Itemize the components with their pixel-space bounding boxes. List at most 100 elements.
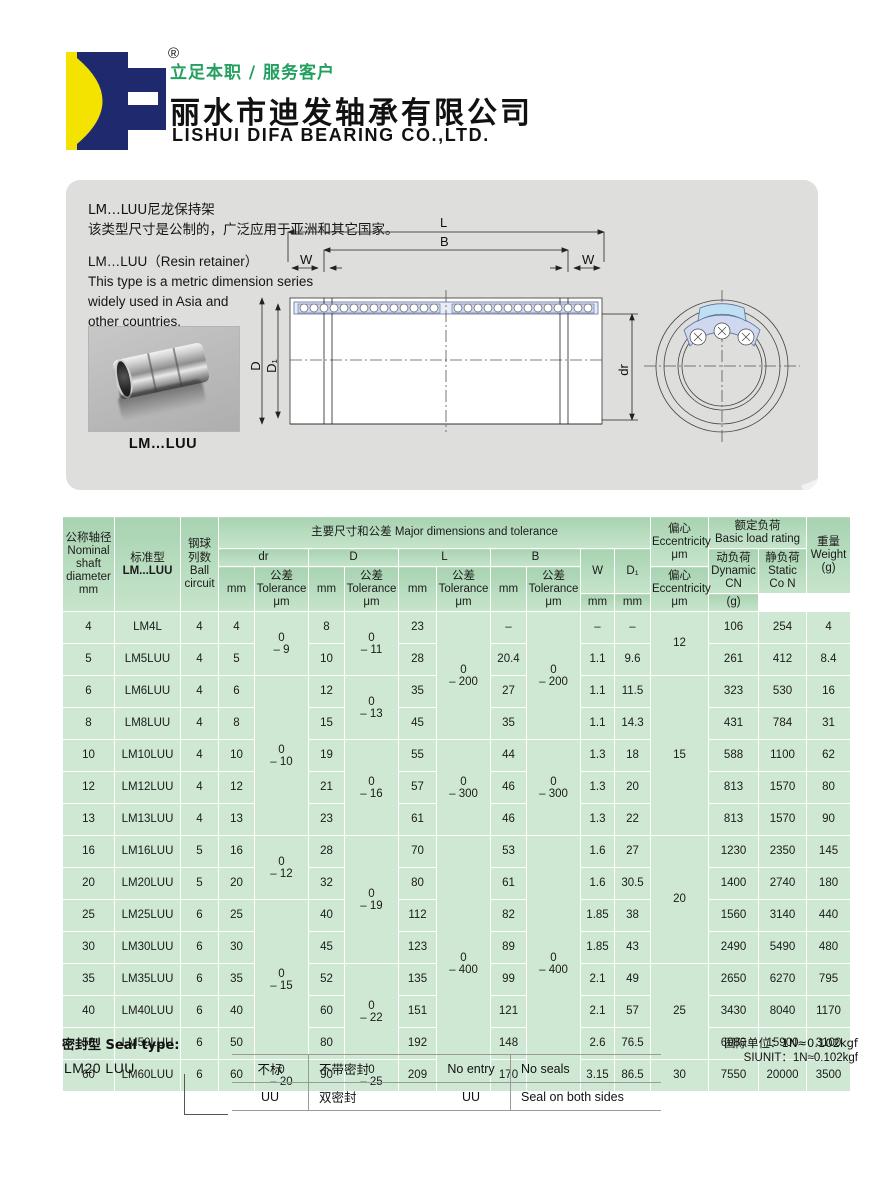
- cell-L-mm: 35: [398, 675, 437, 708]
- cell-W: 1.1: [580, 643, 615, 676]
- th-ball: 钢球 列数 Ball circuit: [180, 516, 219, 612]
- seal-code-cn-2: UU: [232, 1082, 309, 1111]
- dim-label-D1: D₁: [264, 359, 279, 373]
- th-sta-cn: 静负荷: [765, 550, 800, 564]
- cell-B-tolerance: 0– 300: [526, 739, 581, 836]
- cell-W: 1.1: [580, 707, 615, 740]
- desc-en-title: LM…LUU（Resin retainer）: [88, 254, 259, 269]
- th-D1: D₁: [613, 548, 652, 594]
- cell-L-mm: 57: [398, 771, 437, 804]
- cell-D1: 57: [613, 995, 652, 1028]
- th-L-tol: 公差 Tolerance μm: [436, 566, 491, 612]
- th-load-en: Basic load rating: [715, 533, 801, 545]
- table-row: 5 LM5LUU 4 5 10 28 20.4 1.1 9.6 261 412 8.4: [62, 643, 852, 676]
- cell-static-load: 20000: [758, 1059, 808, 1092]
- cell-static-load: 1570: [758, 771, 808, 804]
- th-L-mm: mm: [398, 566, 437, 612]
- cell-ball-circuit: 6: [180, 1027, 219, 1060]
- cell-ball-circuit: 6: [180, 963, 219, 996]
- th-dynamic: 动负荷 Dynamic CN: [708, 548, 760, 594]
- cell-model: LM25LUU: [114, 899, 181, 932]
- cell-model: LM8LUU: [114, 707, 181, 740]
- cell-static-load: 3140: [758, 899, 808, 932]
- cell-D-tolerance: 0– 22: [344, 963, 399, 1060]
- company-logo: [66, 52, 166, 150]
- cell-D1: 38: [613, 899, 652, 932]
- th-ecc-2: 偏心 Eccentricity μm: [650, 566, 711, 612]
- cell-B-mm: 121: [490, 995, 527, 1028]
- seal-desc-cn-1: 不带密封: [308, 1054, 449, 1083]
- seal-code-en-2: UU: [432, 1082, 511, 1111]
- cell-D-mm: 23: [308, 803, 345, 836]
- cell-ball-circuit: 4: [180, 707, 219, 740]
- table-row: 6 LM6LUU 4 6 0– 10 12 0– 13 35 27 1.1 11.5 15 323 530…: [62, 675, 852, 836]
- cell-static-load: 1100: [758, 739, 808, 772]
- cell-eccentricity: 15: [650, 675, 710, 836]
- company-name-cn: 丽水市迪发轴承有限公司: [170, 96, 533, 131]
- seal-row-cn-1: 不标 不带密封: [232, 1054, 449, 1083]
- cell-dr-tolerance: 0– 9: [254, 611, 309, 676]
- cell-D1: 43: [613, 931, 652, 964]
- cell-dynamic-load: 813: [708, 803, 760, 836]
- th-dyn-unit: CN: [725, 578, 742, 590]
- cell-static-load: 5490: [758, 931, 808, 964]
- cell-ball-circuit: 4: [180, 803, 219, 836]
- cell-weight: 180: [806, 867, 852, 900]
- th-ecc-en-2: Eccentricity: [652, 583, 711, 595]
- cell-model: LM30LUU: [114, 931, 181, 964]
- cell-D1: 49: [613, 963, 652, 996]
- cell-B-mm: 46: [490, 771, 527, 804]
- cell-dynamic-load: 2650: [708, 963, 760, 996]
- cell-nominal: 16: [62, 835, 115, 868]
- seal-row-cn-2: UU 双密封: [232, 1082, 449, 1111]
- dim-label-L: L: [440, 215, 447, 230]
- cell-D-tolerance: 0– 16: [344, 739, 399, 836]
- dim-label-dr: dr: [616, 364, 631, 376]
- cell-L-mm: 123: [398, 931, 437, 964]
- cell-weight: 3100: [806, 1027, 852, 1060]
- page-header: ® 立足本职 / 服务客户 丽水市迪发轴承有限公司 LISHUI DIFA BE…: [0, 0, 884, 165]
- cell-dr-tolerance: 0– 15: [254, 899, 309, 1060]
- cell-dr-mm: 16: [218, 835, 255, 868]
- cell-B-mm: 46: [490, 803, 527, 836]
- cell-dynamic-load: 3430: [708, 995, 760, 1028]
- cell-D1: 14.3: [613, 707, 652, 740]
- th-ecc-unit-2: μm: [671, 596, 688, 608]
- table-row: 8 LM8LUU 4 8 15 45 35 1.1 14.3 431 784 31: [62, 707, 852, 740]
- cell-dr-mm: 8: [218, 707, 255, 740]
- table-row: 4 LM4L 4 4 0– 9 8 0– 11 23 0– 200–0– 200– –12 106 2…: [62, 611, 852, 740]
- cell-D-tolerance: 0– 13: [344, 675, 399, 740]
- th-tol-u-4: μm: [545, 596, 562, 608]
- cell-nominal: 10: [62, 739, 115, 772]
- table-row: 10 LM10LUU 4 10 19 0– 16 55 0– 300 44 0– 300 1.3 18…: [62, 739, 852, 836]
- th-group-major: 主要尺寸和公差 Major dimensions and tolerance: [217, 516, 652, 549]
- cell-dynamic-load: 813: [708, 771, 760, 804]
- cell-ball-circuit: 4: [180, 611, 219, 644]
- cell-weight: 90: [806, 803, 852, 836]
- th-sta-unit: Co N: [769, 578, 796, 590]
- th-tol-cn-1: 公差: [270, 568, 293, 582]
- cell-static-load: 784: [758, 707, 808, 740]
- th-nominal-en: Nominal shaft diameter mm: [66, 545, 111, 596]
- cell-D-tolerance: 0– 11: [344, 611, 399, 676]
- cell-nominal: 13: [62, 803, 115, 836]
- th-ecc-cn: 偏心: [668, 520, 692, 535]
- table-row: 13 LM13LUU 4 13 23 61 46 1.3 22 813 1570 90: [62, 803, 852, 836]
- cell-D-mm: 10: [308, 643, 345, 676]
- th-W-mm: mm: [580, 593, 615, 612]
- th-model-en: LM...LUU: [122, 564, 173, 577]
- cell-nominal: 4: [62, 611, 115, 644]
- bearing-ring-2: [172, 347, 183, 388]
- cell-dr-mm: 13: [218, 803, 255, 836]
- cell-B-mm: 89: [490, 931, 527, 964]
- cell-B-mm: 61: [490, 867, 527, 900]
- leader-line-horizontal: [184, 1114, 228, 1115]
- leader-line-vertical: [184, 1074, 185, 1114]
- cell-model: LM35LUU: [114, 963, 181, 996]
- cell-dynamic-load: 6080: [708, 1027, 760, 1060]
- bearing-ring-1: [147, 353, 158, 393]
- product-photo: [88, 326, 240, 432]
- technical-drawing: L B W W D D₁ dr: [246, 194, 806, 490]
- cell-L-mm: 112: [398, 899, 437, 932]
- cell-L-mm: 61: [398, 803, 437, 836]
